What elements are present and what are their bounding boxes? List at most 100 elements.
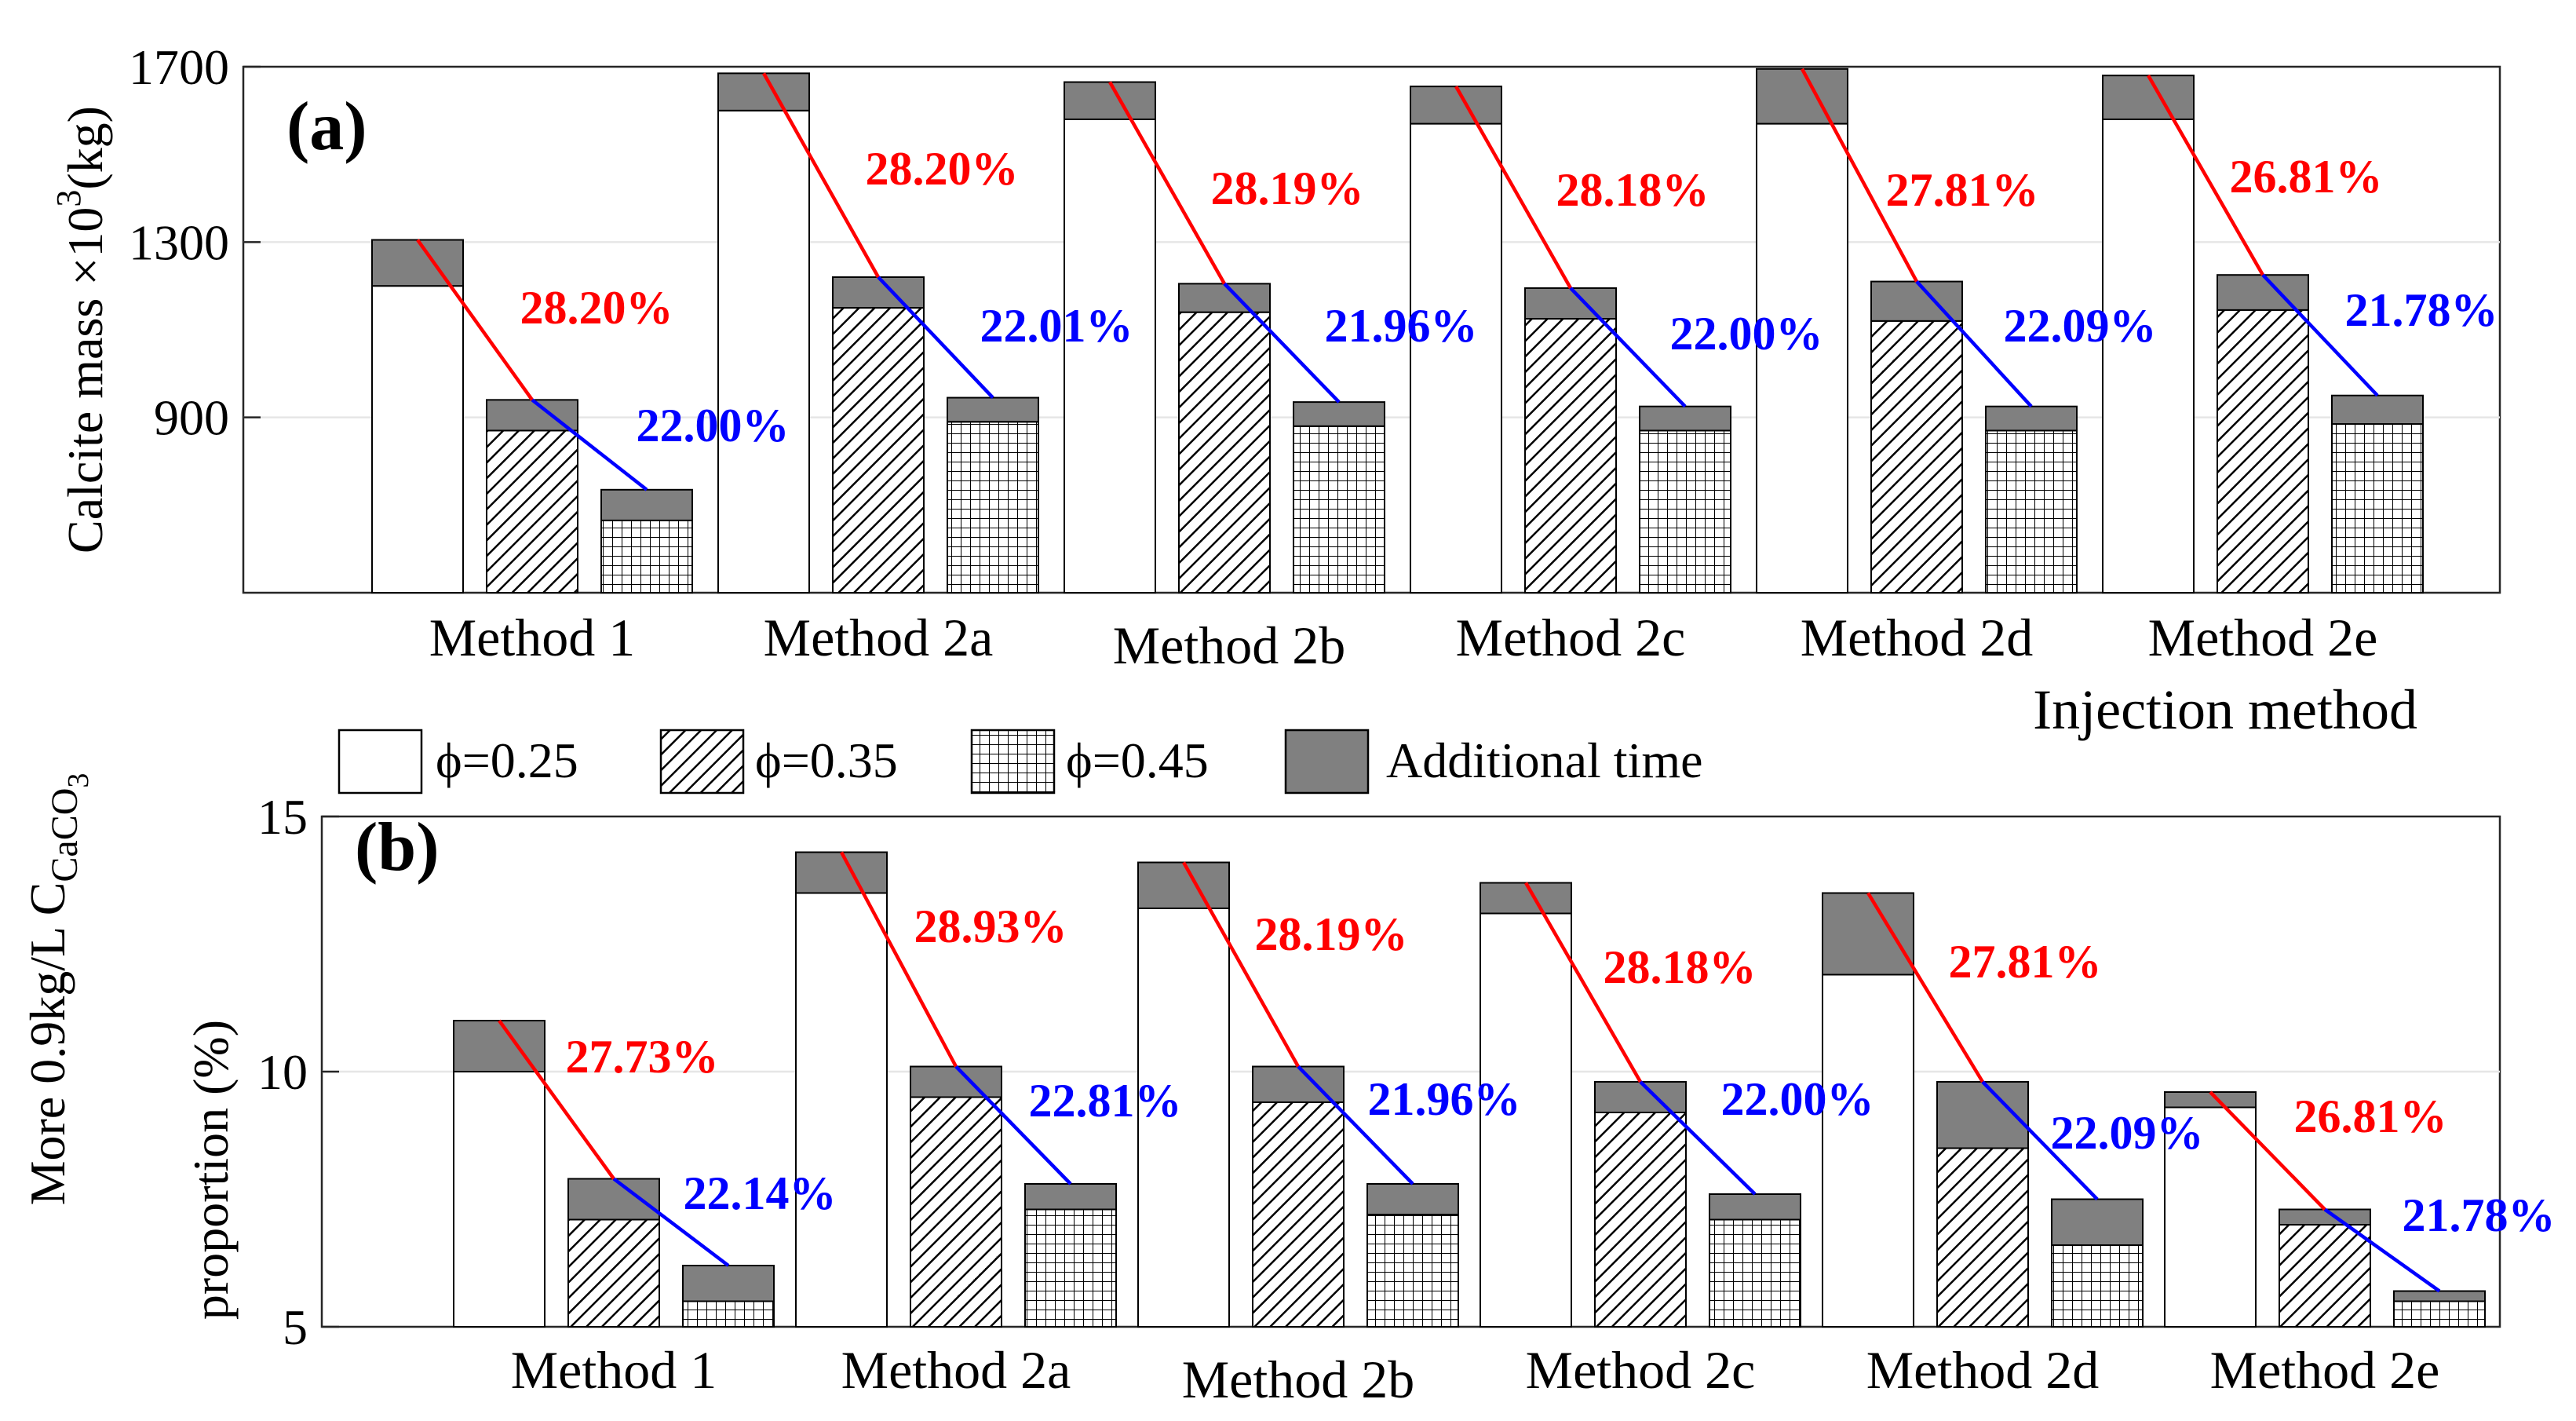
blue-percentage-label: 22.00%	[1670, 308, 1823, 360]
blue-percentage-label: 22.09%	[2004, 300, 2157, 352]
trend-line-blue	[1981, 1080, 2099, 1201]
bar-additional-time	[600, 488, 693, 521]
bar-additional-time	[682, 1265, 775, 1302]
bar-phi045	[2051, 1244, 2144, 1328]
bar-phi035	[567, 1218, 660, 1328]
trend-line-red	[416, 239, 534, 401]
bar-additional-time	[1178, 283, 1271, 313]
bar-phi025	[717, 109, 810, 594]
bar-phi045	[1709, 1218, 1801, 1328]
trend-line-red	[1524, 882, 1642, 1083]
bar-phi045	[1985, 429, 2078, 594]
trend-line-blue	[1223, 282, 1341, 404]
bar-additional-time	[2279, 1208, 2371, 1226]
blue-percentage-label: 22.00%	[1721, 1073, 1874, 1125]
trend-line-blue	[877, 276, 994, 400]
bar-phi045	[1366, 1214, 1459, 1328]
panel-a-x-axis-label: Injection method	[2033, 678, 2417, 741]
panel-a-categories: Method 1 Method 2a Method 2b Method 2c Metho…	[429, 608, 2378, 675]
bar-phi035	[1870, 320, 1963, 594]
panel-b-y-axis-label-line2: proportion (%)	[183, 1020, 239, 1320]
panel-b-label: (b)	[355, 809, 440, 886]
bar-additional-time	[2102, 75, 2195, 120]
bar-additional-time	[1822, 892, 1914, 976]
x-category-label: Method 1	[511, 1340, 717, 1400]
blue-percentage-label: 21.96%	[1325, 300, 1478, 352]
y-tick-label: 1300	[129, 214, 229, 270]
bar-phi045	[947, 421, 1039, 594]
red-percentage-label: 28.20%	[866, 143, 1019, 195]
legend-label-additional: Additional time	[1386, 732, 1703, 788]
panel-a-y-ticks: 900 1300 1700	[129, 39, 261, 446]
y-tick-label: 15	[257, 789, 308, 845]
bar-phi025	[1480, 912, 1572, 1328]
y-tick-label: 5	[283, 1299, 308, 1355]
trend-line-red	[2147, 75, 2264, 276]
bar-additional-time	[832, 276, 925, 309]
bar-phi045	[1024, 1208, 1117, 1328]
x-category-label: Method 2a	[841, 1340, 1071, 1400]
bar-phi025	[1822, 974, 1914, 1328]
legend-label-phi035: ϕ=0.35	[755, 732, 898, 788]
blue-percentage-label: 22.14%	[684, 1167, 837, 1219]
panel-b: 27.73% 22.14% 28.93% 22.81% 28.19% 21.96% 28.1…	[20, 773, 2556, 1409]
bar-additional-time	[1410, 86, 1502, 125]
red-percentage-label: 28.19%	[1255, 908, 1408, 960]
red-percentage-label: 27.81%	[1886, 164, 2039, 216]
x-category-label: Method 2e	[2148, 608, 2378, 667]
bar-phi045	[2393, 1300, 2486, 1328]
x-category-label: Method 2a	[764, 608, 994, 667]
y-tick-label: 10	[257, 1044, 308, 1100]
trend-line-red	[840, 851, 958, 1068]
bar-phi035	[1252, 1101, 1345, 1328]
bar-additional-time	[2331, 394, 2424, 426]
blue-percentage-label: 22.00%	[637, 400, 790, 451]
bar-phi045	[682, 1300, 775, 1328]
bar-additional-time	[1480, 882, 1572, 915]
bar-additional-time	[1985, 405, 2078, 432]
trend-line-blue	[1297, 1065, 1414, 1185]
trend-line-red	[498, 1019, 615, 1180]
bar-additional-time	[1639, 405, 1731, 432]
x-category-label: Method 2c	[1456, 608, 1686, 667]
trend-line-red	[1454, 86, 1572, 290]
bar-phi025	[1756, 122, 1848, 594]
trend-line-red	[1108, 81, 1226, 285]
panel-b-categories: Method 1 Method 2a Method 2b Method 2c Metho…	[511, 1340, 2440, 1409]
bar-additional-time	[947, 396, 1039, 423]
blue-percentage-label: 21.96%	[1368, 1073, 1521, 1125]
legend-label-phi045: ϕ=0.45	[1066, 732, 1209, 788]
legend-swatch-phi045	[970, 729, 1056, 795]
legend-label-phi025: ϕ=0.25	[436, 732, 578, 788]
bar-phi035	[1178, 311, 1271, 594]
bar-phi025	[371, 285, 464, 594]
trend-line-blue	[1569, 287, 1687, 408]
bar-phi025	[2102, 119, 2195, 594]
bar-phi035	[1524, 318, 1617, 594]
trend-line-blue	[2323, 1207, 2441, 1293]
bar-additional-time	[2051, 1198, 2144, 1246]
red-percentage-label: 26.81%	[2294, 1090, 2447, 1142]
x-category-label: Method 2b	[1113, 616, 1346, 675]
bar-phi025	[453, 1071, 545, 1328]
trend-line-red	[762, 72, 880, 279]
bar-phi025	[2164, 1106, 2257, 1328]
bar-additional-time	[910, 1065, 1002, 1098]
bar-additional-time	[1709, 1193, 1801, 1221]
bar-additional-time	[2393, 1290, 2486, 1302]
red-percentage-label: 27.73%	[566, 1031, 719, 1083]
blue-percentage-label: 21.78%	[2403, 1189, 2556, 1241]
bar-phi025	[1064, 119, 1156, 594]
bar-additional-time	[1064, 81, 1156, 120]
bar-additional-time	[1293, 401, 1385, 427]
bar-additional-time	[1366, 1183, 1459, 1215]
bar-additional-time	[2217, 274, 2309, 311]
bar-additional-time	[1756, 68, 1848, 125]
legend: ϕ=0.25 ϕ=0.35 ϕ=0.45 Additional time	[338, 729, 1703, 795]
bar-phi045	[600, 519, 693, 594]
bar-phi035	[2279, 1224, 2371, 1328]
x-category-label: Method 2e	[2210, 1340, 2440, 1400]
red-percentage-label: 28.18%	[1604, 941, 1757, 993]
y-tick-label: 900	[154, 390, 229, 446]
